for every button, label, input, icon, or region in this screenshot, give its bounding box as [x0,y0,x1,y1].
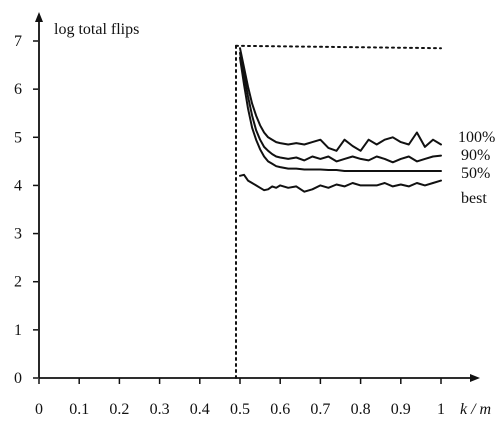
y-tick-label: 5 [14,129,22,146]
x-tick-label: 0.2 [109,401,129,418]
y-tick-label: 3 [14,226,22,243]
y-tick-label: 6 [14,81,22,98]
y-tick-label: 0 [14,370,22,387]
x-tick-labels: 0 0.1 0.2 0.3 0.4 0.5 0.6 0.7 0.8 0.9 1 [35,378,445,418]
x-tick-label: 0.3 [150,401,170,418]
reference-lines [235,44,442,379]
x-tick-label: 0.4 [190,401,210,418]
series-label-90: 90% [461,147,490,164]
series-line-50 [239,56,442,172]
series-line-100 [239,47,442,152]
series-label-50: 50% [461,165,490,182]
x-tick-label: 0.9 [391,401,411,418]
x-tick-label: 0.6 [270,401,290,418]
series-line-best [239,173,442,193]
x-tick-label: 1 [437,401,445,418]
y-tick-labels: 0 1 2 3 4 5 6 7 [14,33,38,387]
y-tick-label: 7 [14,33,22,50]
series-label-100: 100% [458,129,495,146]
x-axis-label: k / m [460,401,491,418]
y-axis-arrow [35,12,43,22]
reference-line [235,44,442,50]
series-labels: 100%90%50% best [458,129,495,207]
x-tick-label: 0 [35,401,43,418]
y-tick-label: 1 [14,322,22,339]
x-tick-label: 0.1 [69,401,89,418]
series-lines [239,47,442,193]
x-tick-label: 0.7 [310,401,330,418]
y-tick-label: 4 [14,177,22,194]
x-axis-arrow [470,374,480,382]
series-label-best: best [461,190,487,207]
series-line-90 [239,52,442,164]
y-tick-label: 2 [14,274,22,291]
x-tick-label: 0.8 [351,401,371,418]
x-tick-label: 0.5 [230,401,250,418]
y-axis-label: log total flips [54,21,139,38]
